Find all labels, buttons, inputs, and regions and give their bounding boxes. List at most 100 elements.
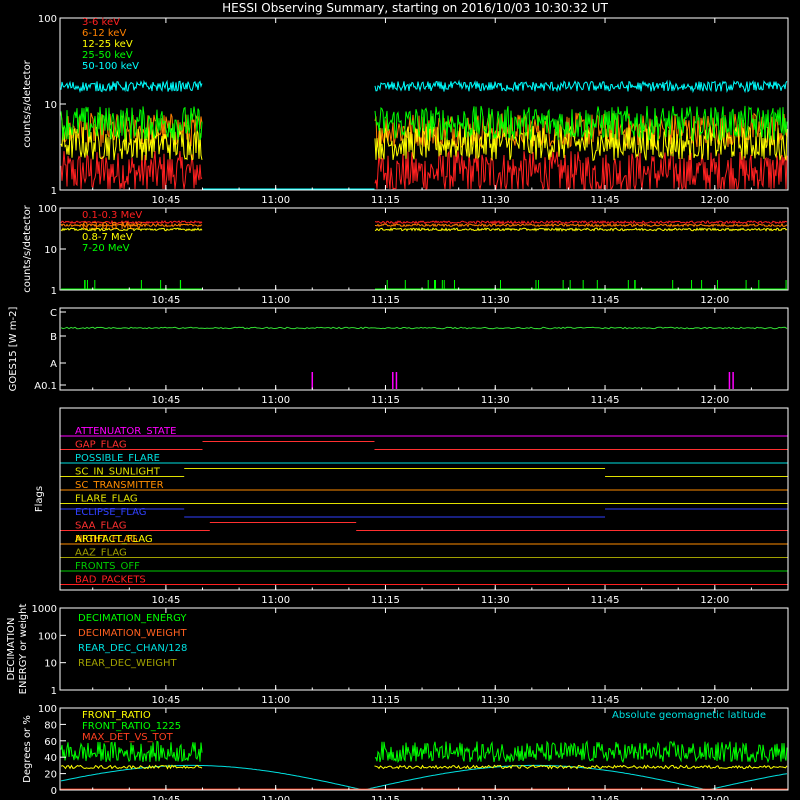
panel-counts-hi: 10:45 11:00 11:15 11:30 11:45 12:00 1 10 100 coun… <box>22 204 789 306</box>
y-tick-label: 60 <box>44 737 57 748</box>
x-tick-label: 11:00 <box>261 195 290 206</box>
y-tick-label: 1 <box>51 686 57 697</box>
series-line <box>60 222 788 228</box>
legend-entry: 12-25 keV <box>82 39 133 50</box>
x-tick-label: 11:00 <box>261 695 290 706</box>
flag-label: ECLIPSE_FLAG <box>75 507 146 518</box>
x-tick-label: 10:45 <box>151 395 180 406</box>
y-tick-label: 80 <box>44 720 57 731</box>
y-tick-label: 1 <box>51 186 57 197</box>
panel-frame <box>59 407 789 591</box>
y-tick-label: 100 <box>38 631 57 642</box>
panel-flags: ATTENUATOR_STATE GAP_FLAG POSSIBLE_FLARE SC… <box>34 407 789 606</box>
legend-entry: 25-50 keV <box>82 50 133 61</box>
y-tick-label: 40 <box>44 753 57 764</box>
x-tick-label: 10:45 <box>151 595 180 606</box>
y-tick-label: 1000 <box>32 604 57 615</box>
y-axis-label: GOES15 [W m-2] <box>8 307 19 392</box>
x-tick-label: 12:00 <box>700 195 729 206</box>
x-tick-label: 11:45 <box>591 195 620 206</box>
y-tick-label: B <box>50 332 57 343</box>
y-tick-label: 10 <box>44 659 57 670</box>
legend-entry: FRONT_RATIO_1225 <box>82 721 181 732</box>
flag-label: SC_TRANSMITTER <box>75 480 164 491</box>
series-line <box>60 105 788 142</box>
x-tick-label: 11:30 <box>481 195 510 206</box>
x-tick-label: 11:15 <box>371 195 400 206</box>
x-tick-label: 12:00 <box>700 595 729 606</box>
x-tick-label: 11:30 <box>481 295 510 306</box>
series-line <box>60 219 788 225</box>
legend-entry: 0.3-0.8 MeV <box>82 221 142 232</box>
x-tick-label: 10:45 <box>151 695 180 706</box>
chart-title: HESSI Observing Summary, starting on 201… <box>222 1 608 15</box>
y-tick-label: 100 <box>38 14 57 25</box>
flag-label: GAP_FLAG <box>75 440 127 451</box>
y-axis-label: counts/s/detector <box>22 204 33 292</box>
legend-entry: DECIMATION_ENERGY <box>78 613 187 624</box>
flag-overlay-label: ARTIFACT_FLAG <box>75 534 153 545</box>
legend-entry: 6-12 keV <box>82 28 126 39</box>
x-tick-label: 12:00 <box>700 295 729 306</box>
y-axis-label: Flags <box>34 486 45 512</box>
y-tick-label: A <box>50 359 57 370</box>
legend-entry: REAR_DEC_CHAN/128 <box>78 643 187 654</box>
x-tick-label: 11:45 <box>591 795 620 800</box>
flag-label: FRONTS_OFF <box>75 561 140 572</box>
series-line <box>60 150 788 191</box>
x-tick-label: 11:30 <box>481 695 510 706</box>
x-tick-label: 10:45 <box>151 295 180 306</box>
y-tick-label: A0.1 <box>34 381 57 392</box>
y-axis-label: counts/s/detector <box>22 59 33 147</box>
flag-label: POSSIBLE_FLARE <box>75 453 160 464</box>
series-line <box>60 764 788 770</box>
x-tick-label: 12:00 <box>700 795 729 800</box>
legend-entry: 0.8-7 MeV <box>82 232 133 243</box>
x-tick-label: 11:15 <box>371 295 400 306</box>
y-tick-label: 100 <box>38 204 57 215</box>
x-tick-label: 11:15 <box>371 695 400 706</box>
x-tick-label: 11:45 <box>591 295 620 306</box>
x-tick-label: 11:00 <box>261 595 290 606</box>
legend-entry: MAX_DET_VS_TOT <box>82 732 174 743</box>
x-tick-label: 12:00 <box>700 695 729 706</box>
x-tick-label: 11:15 <box>371 395 400 406</box>
legend-entry: 3-6 keV <box>82 17 120 28</box>
flag-label: FLARE_FLAG <box>75 494 138 505</box>
x-tick-label: 11:30 <box>481 795 510 800</box>
x-tick-label: 11:45 <box>591 695 620 706</box>
legend-entry: 0.1-0.3 MeV <box>82 210 142 221</box>
y-axis-label: Degrees or % <box>22 715 33 783</box>
panel-frame <box>59 307 789 391</box>
y-tick-label: C <box>50 308 57 319</box>
flag-label: AAZ_FLAG <box>75 548 127 559</box>
x-tick-label: 11:30 <box>481 595 510 606</box>
legend-entry: 50-100 keV <box>82 61 139 72</box>
x-tick-label: 12:00 <box>700 395 729 406</box>
x-tick-label: 11:15 <box>371 595 400 606</box>
x-tick-label: 11:45 <box>591 395 620 406</box>
legend-entry: REAR_DEC_WEIGHT <box>78 658 177 669</box>
flag-label: SAA_FLAG <box>75 521 126 532</box>
flag-label: BAD_PACKETS <box>75 575 146 586</box>
y-tick-label: 10 <box>44 245 57 256</box>
x-tick-label: 11:45 <box>591 595 620 606</box>
panel-counts-lo: 10:45 11:00 11:15 11:30 11:45 12:00 1 10 100 coun… <box>22 14 789 206</box>
x-tick-label: 11:30 <box>481 395 510 406</box>
flag-label: NIGHT_FLAG <box>75 534 138 545</box>
panel-decimation: DECIMATION_ENERGY DECIMATION_WEIGHT REAR_D… <box>6 604 789 706</box>
series-line <box>60 326 788 330</box>
series-line <box>60 79 788 94</box>
series-line <box>60 227 788 232</box>
flag-label: ATTENUATOR_STATE <box>75 426 176 437</box>
panel-frame <box>59 707 789 791</box>
flag-label: SC_IN_SUNLIGHT <box>75 467 161 478</box>
legend-entry: Absolute geomagnetic latitude <box>612 710 766 721</box>
x-tick-label: 11:00 <box>261 295 290 306</box>
panel-goes: C B A A0.1 10:45 11:00 11:15 11:30 11:45 12:00 GOE… <box>8 307 789 406</box>
y-tick-label: 20 <box>44 770 57 781</box>
legend-entry: 7-20 MeV <box>82 243 130 254</box>
legend-entry: FRONT_RATIO <box>82 710 151 721</box>
panel-ratio: 10:45 11:00 11:15 11:30 11:45 12:00 0 20 40 60 80 1… <box>22 704 789 800</box>
y-tick-label: 1 <box>51 286 57 297</box>
